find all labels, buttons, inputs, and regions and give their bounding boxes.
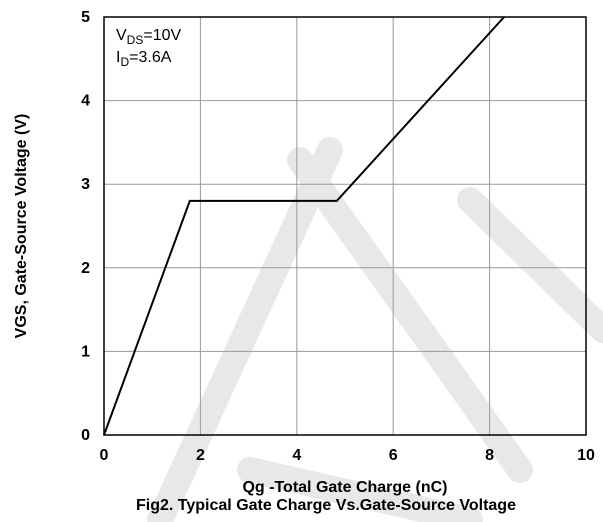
x-tick-label: 10 <box>577 447 595 464</box>
y-tick-label: 2 <box>81 260 90 277</box>
y-tick-label: 1 <box>81 343 90 360</box>
series-line-0 <box>103 16 505 436</box>
x-tick-label: 4 <box>292 447 301 464</box>
watermark-stroke-0 <box>147 137 343 522</box>
x-tick-label: 2 <box>196 447 205 464</box>
watermark-stroke-3 <box>457 187 603 343</box>
x-tick-labels: 0 2 4 6 8 10 <box>100 447 595 464</box>
y-tick-label: 5 <box>81 9 90 26</box>
x-tick-label: 0 <box>100 447 109 464</box>
y-axis-title: VGS, Gate-Source Voltage (V) <box>13 114 30 339</box>
y-tick-label: 3 <box>81 176 90 193</box>
watermark-stroke-2 <box>237 457 483 522</box>
x-axis-title: Qg -Total Gate Charge (nC) <box>242 479 447 496</box>
grid <box>104 17 586 435</box>
plot-frame <box>103 16 587 436</box>
series-layer <box>103 16 505 436</box>
id-annotation: ID=3.6A <box>116 49 172 69</box>
watermark <box>147 137 603 522</box>
figure-caption: Fig2. Typical Gate Charge Vs.Gate-Source… <box>136 497 516 514</box>
y-tick-label: 4 <box>81 93 90 110</box>
vds-annotation: VDS=10V <box>116 27 181 47</box>
x-tick-label: 6 <box>389 447 398 464</box>
y-tick-labels: 0 1 2 3 4 5 <box>81 9 90 444</box>
x-tick-label: 8 <box>485 447 494 464</box>
watermark-stroke-1 <box>287 147 533 483</box>
y-tick-label: 0 <box>81 427 90 444</box>
